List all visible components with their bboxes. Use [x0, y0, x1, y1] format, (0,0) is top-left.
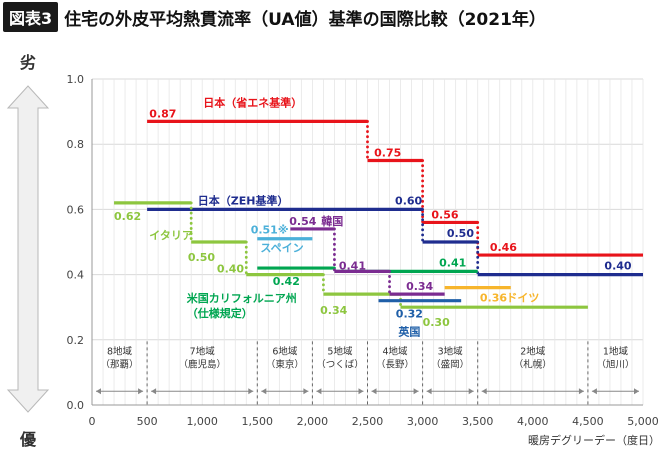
- y-tick-label: 0.2: [67, 334, 85, 347]
- data-label: 0.46: [490, 241, 517, 254]
- region-arrow-head: [634, 388, 639, 395]
- data-label: 0.36: [480, 292, 507, 305]
- legend-label: イタリア: [149, 229, 193, 242]
- data-label: 0.50: [447, 227, 474, 240]
- legend-label: 韓国: [321, 214, 343, 228]
- x-tick-label: 0: [89, 415, 96, 428]
- y-tick-label: 0.0: [67, 399, 85, 412]
- data-label: 0.51※: [251, 224, 289, 237]
- worse-label: 劣: [20, 53, 36, 72]
- region-arrow-head: [261, 388, 267, 395]
- data-label: 0.32: [396, 308, 423, 321]
- x-tick-label: 500: [137, 415, 158, 428]
- region-label: 2地域: [520, 345, 546, 357]
- y-tick-label: 1.0: [67, 73, 85, 86]
- chart-title: 住宅の外皮平均熱貫流率（UA値）基準の国際比較（2021年）: [64, 9, 546, 30]
- legend-label: 英国: [397, 325, 420, 339]
- region-arrow-head: [358, 388, 364, 395]
- x-tick-label: 5,000: [627, 415, 659, 428]
- region-label: 6地域: [272, 345, 298, 357]
- legend-label: 日本（ZEH基準）: [198, 193, 289, 207]
- region-arrow-head: [138, 388, 144, 395]
- region-arrow-head: [96, 388, 101, 395]
- region-arrow-head: [303, 388, 309, 395]
- y-tick-label: 0.8: [67, 138, 85, 151]
- data-label: 0.34: [406, 280, 433, 293]
- region-arrow-head: [413, 388, 419, 395]
- data-label: 0.40: [604, 260, 631, 273]
- region-city-label: （東京）: [266, 359, 304, 371]
- region-arrow-head: [426, 388, 432, 395]
- region-label: 3地域: [438, 345, 464, 357]
- region-arrow-head: [578, 388, 584, 395]
- region-arrow-head: [371, 388, 377, 395]
- x-tick-label: 2,500: [352, 415, 384, 428]
- data-label: 0.54: [289, 215, 316, 228]
- data-label: 0.41: [439, 256, 466, 269]
- data-label: 0.75: [374, 147, 401, 160]
- figure-tag: 図表3: [3, 2, 59, 32]
- region-city-label: （盛岡）: [431, 359, 469, 371]
- region-label: 7地域: [190, 345, 216, 357]
- region-city-label: （つくば）: [316, 359, 364, 371]
- x-tick-label: 4,500: [572, 415, 604, 428]
- legend-label: ドイツ: [506, 292, 539, 305]
- region-label: 1地域: [603, 345, 629, 357]
- data-label: 0.41: [339, 259, 366, 272]
- region-city-label: （旭川）: [596, 359, 634, 371]
- y-tick-label: 0.4: [67, 269, 85, 282]
- legend-label: 米国カリフォルニア州: [186, 291, 297, 305]
- region-arrow-head: [316, 388, 322, 395]
- data-label: 0.62: [114, 210, 141, 223]
- x-tick-label: 1,500: [242, 415, 274, 428]
- x-tick-label: 2,000: [297, 415, 329, 428]
- region-arrow-head: [248, 388, 254, 395]
- data-label: 0.34: [320, 304, 347, 317]
- data-label: 0.42: [273, 275, 300, 288]
- region-city-label: （長野）: [376, 359, 414, 371]
- figure-header: 図表3 住宅の外皮平均熱貫流率（UA値）基準の国際比較（2021年）: [3, 2, 546, 32]
- data-label: 0.56: [431, 208, 458, 221]
- data-label: 0.50: [188, 251, 215, 264]
- x-tick-label: 1,000: [186, 415, 218, 428]
- x-tick-label: 3,500: [462, 415, 494, 428]
- region-arrow-head: [151, 388, 157, 395]
- data-label: 0.30: [423, 316, 450, 329]
- data-label: 0.40: [217, 263, 244, 276]
- region-arrow-head: [481, 388, 487, 395]
- region-city-label: （札幌）: [514, 359, 552, 371]
- legend-label: （仕様規定）: [187, 306, 253, 320]
- region-arrow-head: [468, 388, 474, 395]
- y-tick-label: 0.6: [67, 203, 85, 216]
- x-tick-label: 3,000: [407, 415, 439, 428]
- x-tick-label: 4,000: [517, 415, 549, 428]
- region-label: 8地域: [107, 345, 133, 357]
- region-label: 4地域: [383, 345, 409, 357]
- quality-arrow: [6, 85, 50, 413]
- region-city-label: （那覇）: [101, 359, 139, 371]
- region-city-label: （鹿児島）: [178, 359, 226, 371]
- data-label: 0.87: [149, 107, 176, 120]
- legend-label: 日本（省エネ基準）: [203, 95, 302, 109]
- region-label: 5地域: [327, 345, 353, 357]
- data-label: 0.60: [395, 194, 422, 207]
- x-axis-title: 暖房デグリーデー（度日）: [528, 433, 660, 447]
- better-label: 優: [19, 430, 37, 449]
- legend-label: スペイン: [260, 242, 303, 255]
- region-arrow-head: [591, 388, 597, 395]
